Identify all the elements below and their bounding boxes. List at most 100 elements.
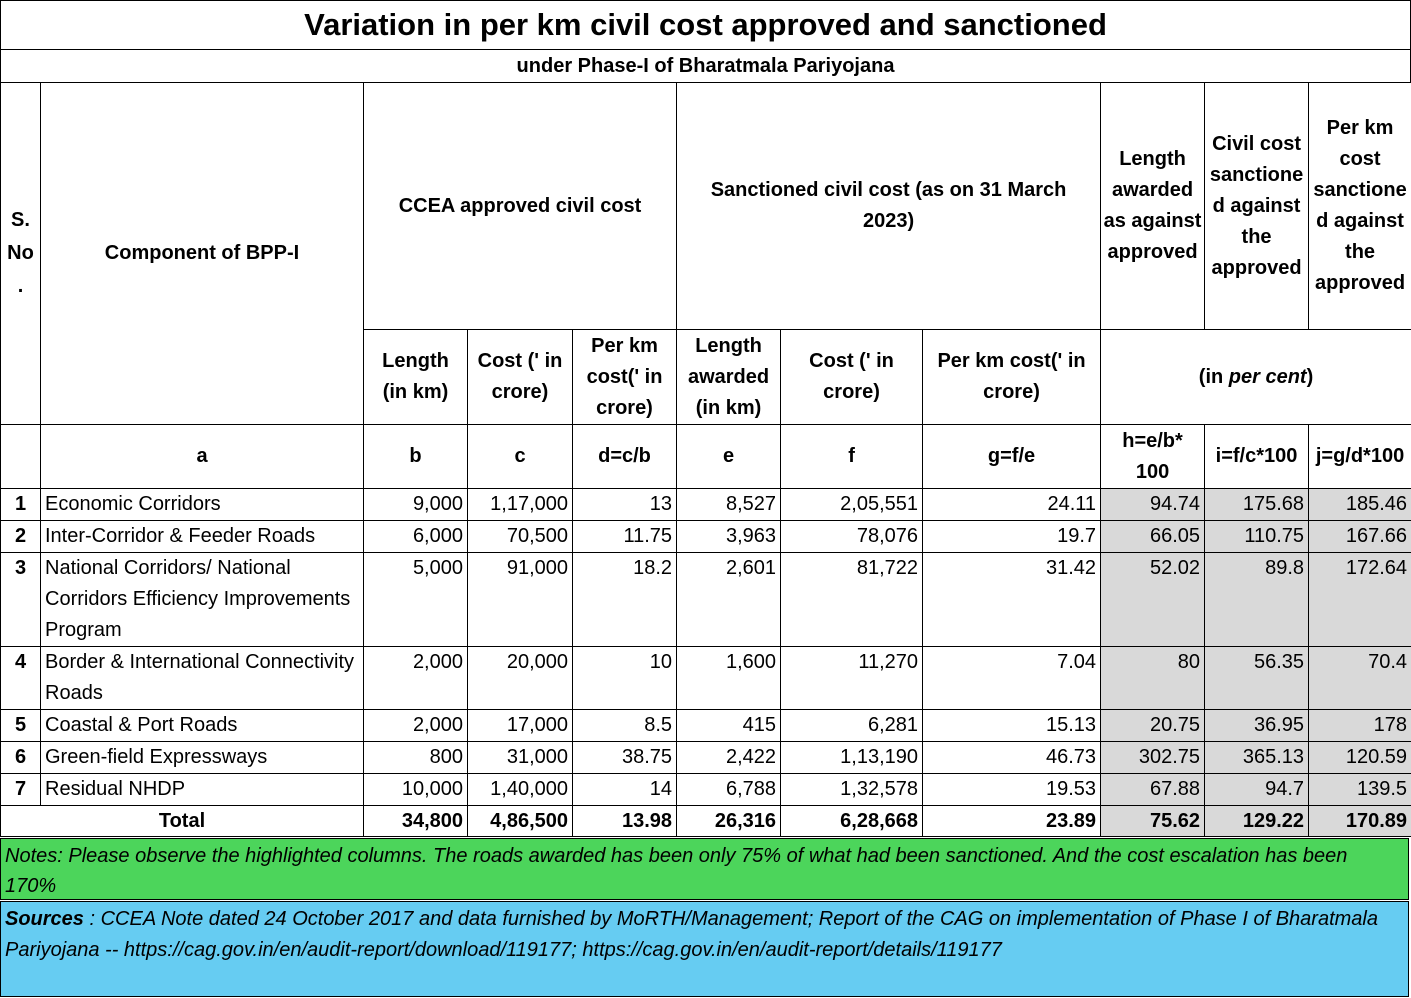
cell-g: 7.04 [922, 646, 1102, 710]
cell-g: 19.53 [922, 773, 1102, 806]
header-cost-crore: Cost (' in crore) [467, 329, 573, 425]
row-component: Residual NHDP [40, 773, 364, 806]
header-civil-cost-pct: Civil cost sanctione d against the appro… [1204, 82, 1310, 330]
cell-b: 2,000 [363, 709, 468, 742]
cell-b: 10,000 [363, 773, 468, 806]
table-row: 6 Green-field Expressways 800 31,000 38.… [0, 741, 1411, 774]
header-per-km-cost: Per km cost(' in crore) [571, 329, 678, 425]
cell-h: 67.88 [1100, 773, 1206, 806]
row-sno: 1 [0, 488, 41, 521]
cell-c: 31,000 [467, 741, 573, 774]
cell-i: 94.7 [1204, 773, 1310, 806]
header-length-awarded-km: Length awarded (in km) [676, 329, 782, 425]
cell-f: 81,722 [780, 552, 924, 647]
code-cell: g=f/e [922, 424, 1102, 489]
cell-h: 302.75 [1100, 741, 1206, 774]
total-j: 170.89 [1308, 805, 1411, 837]
cell-h: 20.75 [1100, 709, 1206, 742]
cell-f: 1,13,190 [780, 741, 924, 774]
code-row: a b c d=c/b e f g=f/e h=e/b* 100 i=f/c*1… [0, 424, 1411, 489]
cell-h: 66.05 [1100, 520, 1206, 553]
sources-box: Sources : CCEA Note dated 24 October 201… [0, 901, 1409, 997]
header-sno: S. No . [0, 82, 41, 425]
header-per-km-pct: Per km cost sanctione d against the appr… [1308, 82, 1411, 330]
total-f: 6,28,668 [780, 805, 924, 837]
cell-j: 120.59 [1308, 741, 1411, 774]
code-cell: b [363, 424, 468, 489]
cell-d: 13 [571, 488, 678, 521]
row-sno: 5 [0, 709, 41, 742]
cell-i: 56.35 [1204, 646, 1310, 710]
table-row: 5 Coastal & Port Roads 2,000 17,000 8.5 … [0, 709, 1411, 742]
table-row: 3 National Corridors/ National Corridors… [0, 552, 1411, 647]
table-title: Variation in per km civil cost approved … [0, 0, 1411, 49]
total-d: 13.98 [571, 805, 678, 837]
row-sno: 6 [0, 741, 41, 774]
cell-f: 1,32,578 [780, 773, 924, 806]
cell-h: 94.74 [1100, 488, 1206, 521]
cell-d: 38.75 [571, 741, 678, 774]
cell-j: 178 [1308, 709, 1411, 742]
cell-h: 52.02 [1100, 552, 1206, 647]
row-component: Economic Corridors [40, 488, 364, 521]
cell-e: 415 [676, 709, 782, 742]
code-cell: e [676, 424, 782, 489]
row-sno: 4 [0, 646, 41, 710]
in-per-cent-emphasis: per cent [1228, 365, 1307, 388]
cell-b: 800 [363, 741, 468, 774]
cell-g: 19.7 [922, 520, 1102, 553]
code-cell: c [467, 424, 573, 489]
cell-d: 8.5 [571, 709, 678, 742]
cell-c: 91,000 [467, 552, 573, 647]
row-component: National Corridors/ National Corridors E… [40, 552, 364, 647]
code-cell: h=e/b* 100 [1100, 424, 1206, 489]
header-per-km-cost-sanctioned: Per km cost(' in crore) [922, 329, 1102, 425]
cell-g: 31.42 [922, 552, 1102, 647]
cell-g: 46.73 [922, 741, 1102, 774]
row-component: Green-field Expressways [40, 741, 364, 774]
total-g: 23.89 [922, 805, 1102, 837]
cell-d: 18.2 [571, 552, 678, 647]
header-cost-crore-sanctioned: Cost (' in crore) [780, 329, 924, 425]
cell-e: 3,963 [676, 520, 782, 553]
cell-e: 6,788 [676, 773, 782, 806]
in-per-cent-suffix: ) [1306, 365, 1314, 388]
sources-label: Sources [5, 908, 84, 930]
header-length-km: Length (in km) [363, 329, 468, 425]
table-row: 4 Border & International Connectivity Ro… [0, 646, 1411, 710]
cell-b: 6,000 [363, 520, 468, 553]
cell-i: 36.95 [1204, 709, 1310, 742]
cell-j: 172.64 [1308, 552, 1411, 647]
table-row: 1 Economic Corridors 9,000 1,17,000 13 8… [0, 488, 1411, 521]
cell-g: 15.13 [922, 709, 1102, 742]
code-cell: j=g/d*100 [1308, 424, 1411, 489]
cell-e: 2,601 [676, 552, 782, 647]
row-component: Border & International Connectivity Road… [40, 646, 364, 710]
header-ccea-group: CCEA approved civil cost [362, 82, 678, 330]
cell-i: 89.8 [1204, 552, 1310, 647]
total-h: 75.62 [1100, 805, 1206, 837]
cell-e: 2,422 [676, 741, 782, 774]
cell-c: 1,40,000 [467, 773, 573, 806]
cell-f: 11,270 [780, 646, 924, 710]
table-row: 7 Residual NHDP 10,000 1,40,000 14 6,788… [0, 773, 1411, 806]
cell-c: 20,000 [467, 646, 573, 710]
row-component: Coastal & Port Roads [40, 709, 364, 742]
cell-e: 1,600 [676, 646, 782, 710]
header-length-awarded-pct: Length awarded as against approved [1100, 82, 1206, 330]
cell-b: 5,000 [363, 552, 468, 647]
total-label: Total [0, 805, 364, 837]
cell-j: 139.5 [1308, 773, 1411, 806]
header-sanctioned-group: Sanctioned civil cost (as on 31 March 20… [676, 82, 1102, 330]
code-sno [0, 424, 41, 489]
total-e: 26,316 [676, 805, 782, 837]
header-in-per-cent: (in per cent) [1100, 329, 1411, 425]
cell-i: 365.13 [1204, 741, 1310, 774]
cell-d: 10 [571, 646, 678, 710]
cell-d: 14 [571, 773, 678, 806]
row-component: Inter-Corridor & Feeder Roads [40, 520, 364, 553]
cell-f: 78,076 [780, 520, 924, 553]
row-sno: 7 [0, 773, 41, 806]
total-b: 34,800 [363, 805, 468, 837]
